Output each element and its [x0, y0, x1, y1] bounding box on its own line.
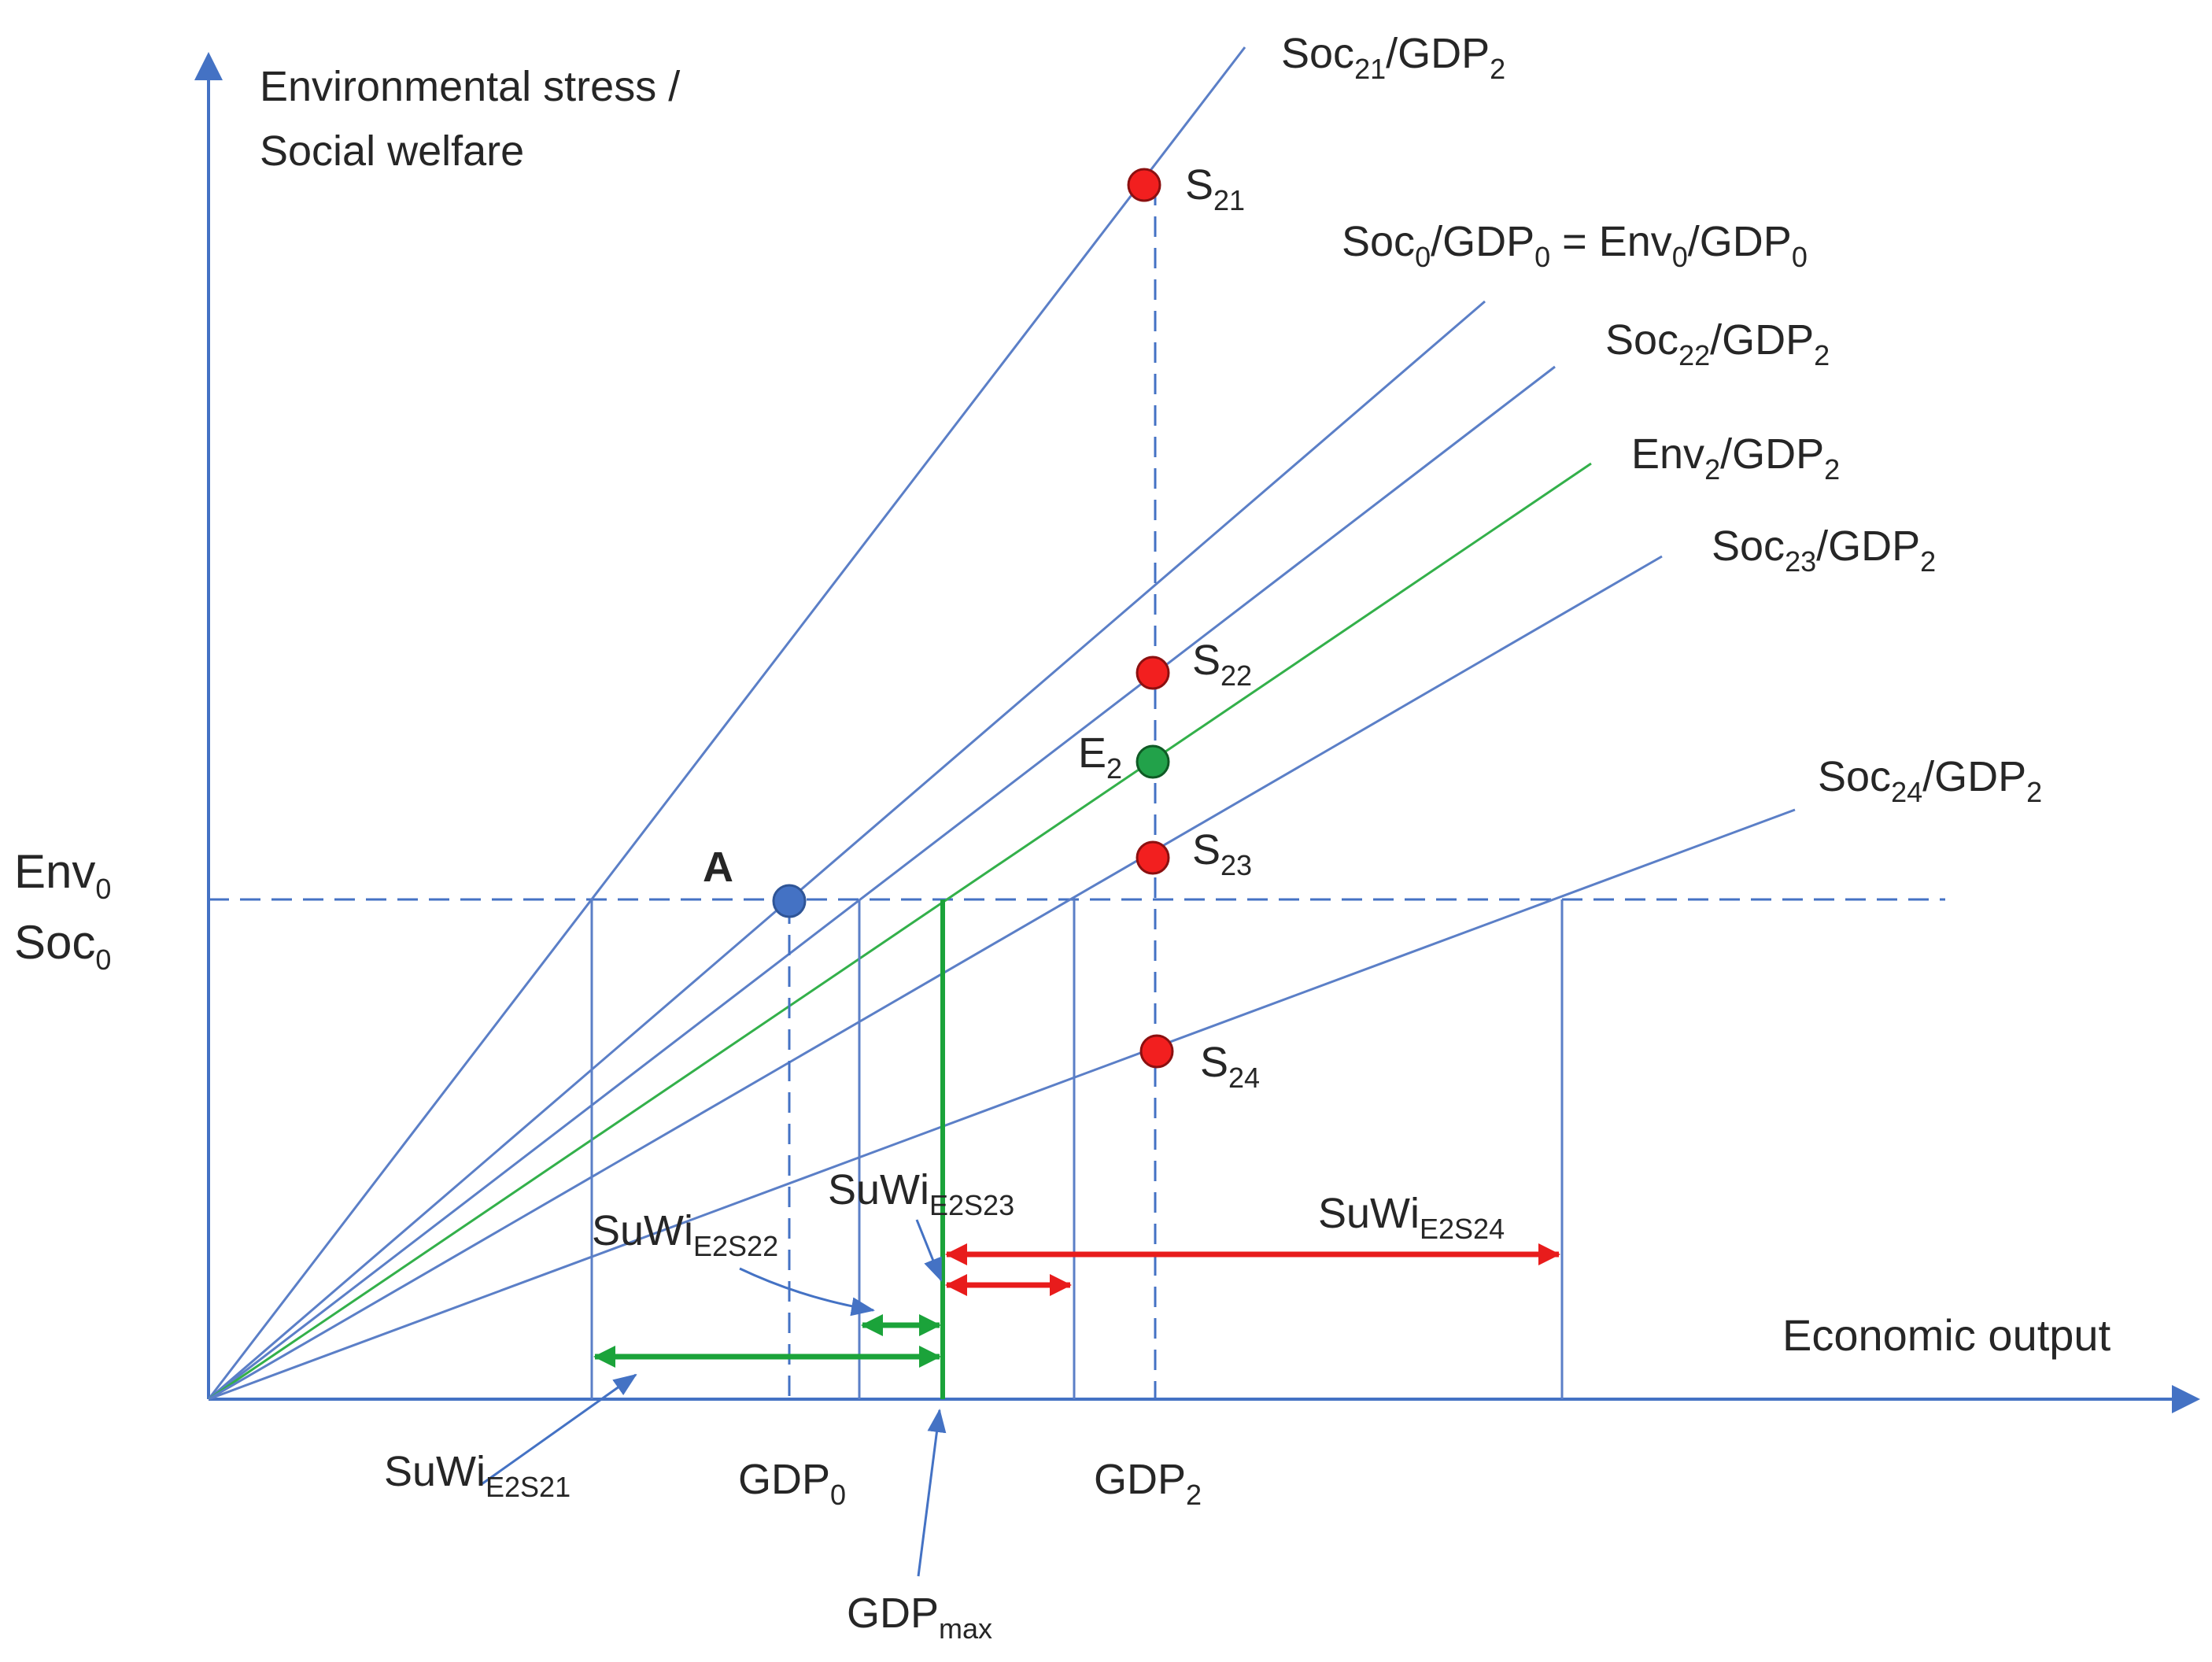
suwi-label-e2s22: SuWiE2S22 — [592, 1207, 778, 1262]
point-s24 — [1139, 1034, 1174, 1069]
pointer-suwi-e2s21 — [481, 1373, 637, 1486]
ray-label-soc0-env0: Soc0/GDP0 = Env0/GDP0 — [1342, 218, 1808, 273]
x-axis-title: Economic output — [1782, 1310, 2111, 1360]
point-a — [772, 884, 807, 918]
suwi-label-e2s21: SuWiE2S21 — [384, 1448, 571, 1503]
point-label-s24: S24 — [1200, 1039, 1260, 1094]
point-e2 — [1136, 744, 1170, 779]
ray-label-soc22: Soc22/GDP2 — [1605, 316, 1830, 371]
ray-soc0-env0 — [208, 300, 1486, 1401]
pointer-suwi-e2s22 — [739, 1267, 875, 1317]
ray-label-soc23: Soc23/GDP2 — [1712, 523, 1936, 578]
tick-label-gdp0: GDP0 — [738, 1456, 846, 1511]
ray-label-env2: Env2/GDP2 — [1631, 430, 1840, 486]
soc0-label: Soc0 — [14, 916, 111, 976]
point-s23 — [1136, 840, 1170, 875]
pointer-gdpmax — [917, 1409, 947, 1577]
point-label-a: A — [703, 844, 733, 891]
point-label-e2: E2 — [1078, 729, 1122, 785]
ray-soc23 — [208, 555, 1663, 1401]
y-axis-title-line2: Social welfare — [260, 127, 524, 175]
ray-soc21 — [207, 46, 1246, 1400]
suwi-label-e2s24: SuWiE2S24 — [1318, 1190, 1505, 1245]
ray-label-soc21: Soc21/GDP2 — [1281, 30, 1505, 85]
point-s22 — [1136, 656, 1170, 690]
y-axis-title-line1: Environmental stress / — [260, 63, 680, 110]
tick-label-gdpmax: GDPmax — [847, 1590, 992, 1645]
point-label-s23: S23 — [1192, 826, 1252, 881]
point-label-s21: S21 — [1185, 161, 1245, 216]
ray-label-soc24: Soc24/GDP2 — [1818, 753, 2042, 808]
point-s21 — [1127, 168, 1161, 202]
env0-label: Env0 — [14, 845, 111, 905]
ray-env2 — [208, 462, 1592, 1401]
tick-label-gdp2: GDP2 — [1094, 1456, 1202, 1511]
point-label-s22: S22 — [1192, 637, 1252, 692]
pointer-suwi-e2s23 — [915, 1219, 943, 1282]
ray-soc22 — [208, 365, 1556, 1401]
ray-soc24 — [208, 808, 1796, 1401]
suwi-label-e2s23: SuWiE2S23 — [828, 1166, 1014, 1221]
